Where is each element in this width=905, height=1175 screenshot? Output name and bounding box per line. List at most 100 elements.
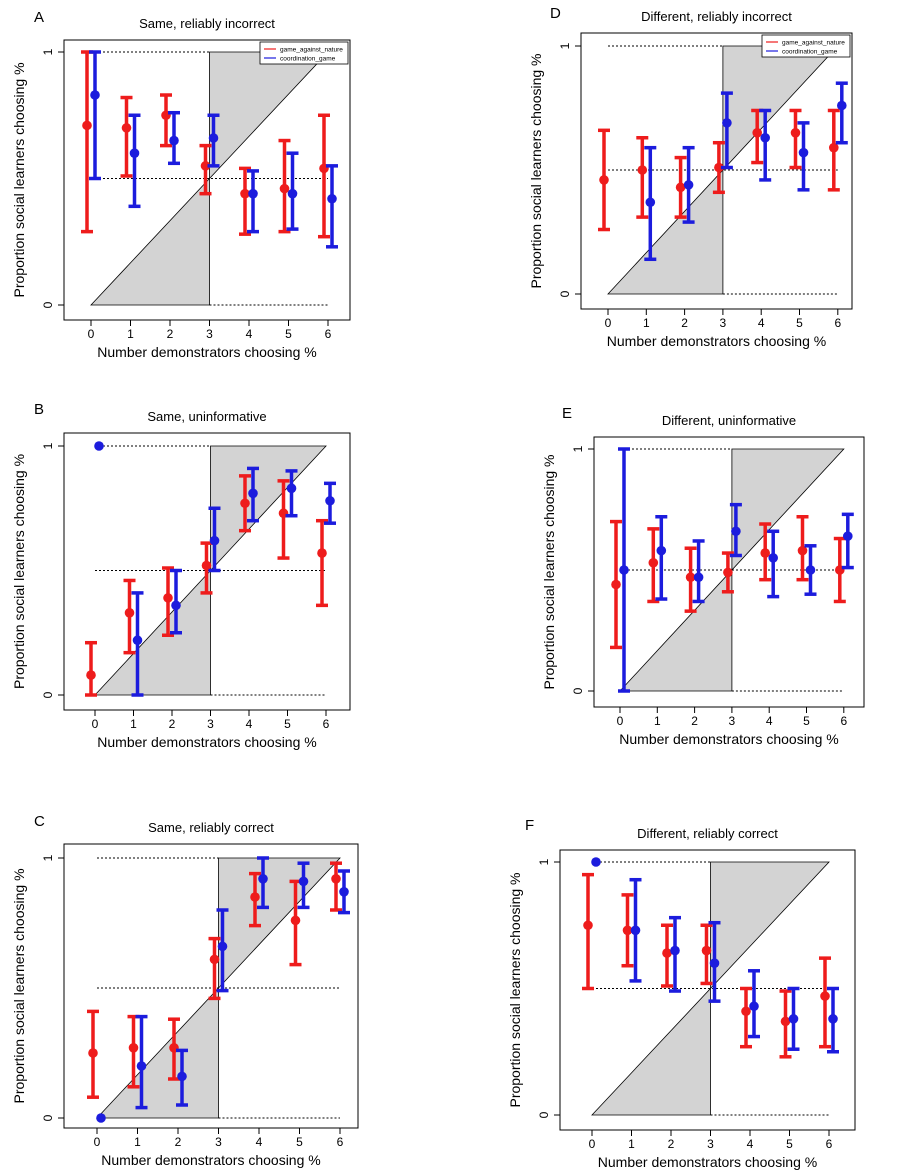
panel-c-x-axis-label: Number demonstrators choosing % [101, 1152, 320, 1168]
panel-d-data-point [637, 165, 648, 175]
panel-c-data-point [331, 874, 341, 884]
panel-a-data-point [82, 120, 92, 131]
panel-e-data-point [619, 565, 629, 575]
panel-d-data-point [683, 180, 694, 190]
panel-c-y-tick-label: 1 [41, 854, 55, 861]
panel-e-letter: E [562, 405, 572, 422]
panel-a-data-point [90, 90, 100, 100]
panel-b-data-point [171, 600, 181, 611]
panel-d-title: Different, reliably incorrect [641, 9, 792, 24]
panel-a-series-game_against_nature [81, 50, 330, 239]
panel-e-data-point [693, 572, 704, 583]
panel-a-legend-label: game_against_nature [280, 47, 343, 54]
panel-a-data-point [240, 188, 250, 199]
panel-c-x-tick-label: 6 [337, 1135, 344, 1149]
panel-a-y-axis: 0 1 Proportion social learners choosing % [11, 48, 65, 308]
panel-e-data-point [648, 557, 659, 568]
panel-f-data-point [741, 1006, 751, 1017]
panel-c-series-coordination_game [96, 856, 350, 1123]
panel-b-data-point [163, 593, 173, 603]
panel-e-data-point [768, 553, 778, 563]
panel-b-data-point [325, 495, 335, 506]
panel-d-data-point [837, 100, 847, 111]
panel-b-x-tick-label: 6 [323, 717, 330, 731]
panel-e-x-tick-label: 3 [729, 714, 736, 728]
panel-a-data-point [169, 135, 179, 146]
panel-e-x-tick-label: 1 [654, 714, 661, 728]
panel-d-letter: D [550, 5, 561, 22]
panel-b-data-point [86, 670, 96, 680]
panel-f-x-axis: 0 1 2 3 4 5 6 Number demonstrators choosing % [589, 1129, 833, 1170]
panel-e-data-point [843, 531, 853, 541]
panel-c-data-point [88, 1048, 98, 1058]
panel-a-x-tick-label: 5 [285, 327, 292, 341]
panel-d-data-point [760, 132, 770, 143]
panel-d-data-point [798, 147, 809, 158]
panel-f-data-point [788, 1014, 799, 1024]
panel-a-x-tick-label: 1 [127, 327, 134, 341]
panel-b-y-axis-label: Proportion social learners choosing % [11, 454, 27, 689]
panel-b-x-tick-label: 0 [92, 717, 99, 731]
panel-d-data-point [722, 118, 732, 128]
panel-f-shaded-region [591, 861, 830, 1116]
panel-e-y-axis-label: Proportion social learners choosing % [541, 454, 557, 689]
panel-a-data-point [248, 188, 258, 199]
panel-c-data-point [250, 892, 260, 902]
panel-b-data-point [286, 483, 297, 494]
panel-a-x-tick-label: 6 [325, 327, 332, 341]
panel-c-x-tick-label: 0 [94, 1135, 101, 1149]
panel-c-data-point [298, 876, 309, 887]
panel-f-title: Different, reliably correct [637, 826, 778, 841]
panel-b: 0 1 2 3 4 5 6 Number demonstrators choosing % 0 1… [11, 401, 351, 750]
panel-f-y-tick-label: 0 [537, 1111, 551, 1118]
panel-a-data-point [327, 193, 337, 204]
panel-b-x-tick-label: 5 [284, 717, 291, 731]
panel-f-x-tick-label: 4 [747, 1137, 754, 1151]
panel-c-data-point [128, 1043, 139, 1053]
panel-e-y-tick-label: 1 [571, 445, 585, 452]
panel-f-data-point [670, 945, 680, 956]
panel-e-y-tick-label: 0 [571, 687, 585, 694]
panel-d-data-point [675, 182, 686, 193]
panel-a-legend-label: coordination_game [280, 56, 336, 63]
panel-a-letter: A [34, 9, 44, 26]
panel-e-x-axis-label: Number demonstrators choosing % [619, 731, 838, 747]
panel-c-data-point [96, 1113, 106, 1123]
panel-a-x-tick-label: 2 [167, 327, 174, 341]
panel-d-legend: game_against_nature coordination_game [761, 34, 851, 58]
panel-a-shaded-region [90, 51, 329, 306]
panel-a-y-axis-label: Proportion social learners choosing % [11, 62, 27, 297]
panel-e-data-point [760, 548, 770, 558]
panel-f-data-point [701, 945, 712, 956]
panel-f-y-tick-label: 1 [537, 858, 551, 865]
panel-b-data-point [201, 560, 212, 571]
panel-c-data-point [209, 954, 220, 965]
panel-e-data-point [685, 572, 696, 583]
panel-d-x-tick-label: 0 [605, 316, 612, 330]
panel-d-x-axis: 0 1 2 3 4 5 6 Number demonstrators choosing % [605, 308, 841, 349]
panel-c-y-axis: 0 1 Proportion social learners choosing % [11, 854, 65, 1121]
panel-f-data-point [749, 1001, 759, 1012]
panel-c-y-tick-label: 0 [41, 1114, 55, 1121]
panel-d-series-game_against_nature [598, 108, 840, 232]
panel-c-data-point [258, 874, 268, 884]
panel-a-data-point [208, 133, 219, 143]
panel-b-data-point [248, 488, 258, 499]
panel-b-y-tick-label: 1 [41, 442, 55, 449]
panel-a-data-point [279, 183, 290, 194]
panel-e-data-point [805, 565, 816, 575]
panel-a-title: Same, reliably incorrect [139, 16, 275, 31]
panel-d-data-point [645, 197, 656, 208]
panel-e-y-axis: 0 1 Proportion social learners choosing % [541, 445, 595, 694]
panel-d-data-point [714, 162, 724, 173]
panel-d-data-point [790, 128, 801, 138]
panel-b-data-point [317, 548, 327, 558]
panel-a-legend: game_against_nature coordination_game [259, 41, 349, 65]
panel-c-data-point [290, 915, 301, 926]
panel-b-series-game_against_nature [85, 474, 328, 697]
panel-b-x-tick-label: 1 [130, 717, 137, 731]
panel-a-x-tick-label: 3 [206, 327, 213, 341]
panel-d-series-coordination_game [644, 81, 848, 262]
panel-b-y-axis: 0 1 Proportion social learners choosing % [11, 442, 65, 698]
